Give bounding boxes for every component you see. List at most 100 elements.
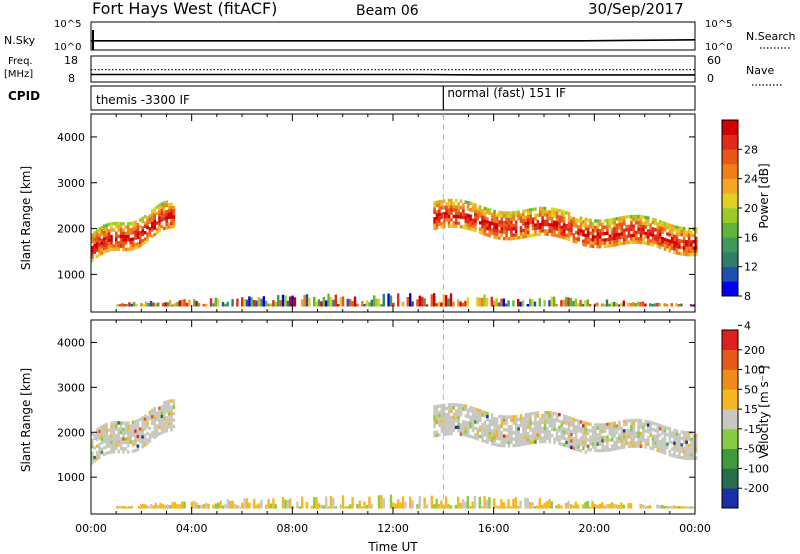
ground-scatter-cell (675, 506, 678, 509)
echo-cell (507, 425, 511, 429)
echo-cell (615, 427, 619, 431)
echo-cell (678, 242, 681, 246)
ground-scatter-cell (562, 299, 565, 307)
colorbar-tick-label: 8 (744, 290, 751, 303)
echo-cell (630, 240, 633, 244)
echo-cell (514, 443, 518, 447)
echo-cell (678, 442, 681, 447)
echo-cell (538, 420, 542, 424)
echo-cell (124, 231, 128, 236)
echo-cell (117, 234, 120, 238)
ground-scatter-cell (358, 500, 361, 509)
echo-cell (538, 423, 542, 428)
colorbar-segment (722, 178, 738, 194)
echo-cell (668, 452, 672, 457)
echo-cell (165, 216, 168, 220)
echo-cell (622, 442, 626, 446)
ground-scatter-cell (149, 301, 153, 307)
echo-cell (510, 431, 513, 435)
ground-scatter-cell (435, 498, 438, 509)
echo-cell (117, 437, 120, 441)
ground-scatter-cell (118, 304, 121, 307)
echo-cell (663, 438, 667, 442)
ground-scatter-cell (363, 501, 366, 509)
echo-cell (163, 413, 166, 418)
echo-cell (127, 231, 130, 236)
echo-cell (637, 214, 640, 219)
echo-cell (589, 429, 592, 433)
echo-cell (613, 240, 616, 244)
echo-cell (488, 418, 492, 423)
echo-cell (512, 211, 516, 215)
echo-cell (572, 440, 576, 444)
echo-cell (172, 221, 176, 226)
echo-cell (124, 247, 128, 252)
echo-cell (651, 227, 655, 231)
echo-cell (438, 423, 441, 427)
colorbar-segment (722, 369, 738, 390)
echo-cell (502, 227, 506, 231)
echo-cell (651, 233, 655, 237)
echo-cell (543, 232, 547, 236)
ground-scatter-cell (620, 303, 623, 307)
echo-cell (488, 234, 492, 238)
ground-scatter-cell (205, 502, 208, 509)
echo-cell (165, 419, 168, 423)
echo-cell (536, 219, 540, 224)
echo-cell (512, 418, 516, 422)
echo-cell (562, 417, 566, 422)
echo-cell (505, 221, 508, 225)
echo-cell (483, 213, 487, 217)
echo-cell (447, 419, 451, 423)
echo-cell (483, 229, 487, 233)
echo-cell (119, 430, 123, 435)
echo-cell (466, 217, 470, 221)
echo-cell (565, 224, 568, 228)
echo-cell (685, 246, 688, 250)
echo-cell (673, 247, 676, 251)
echo-cell (606, 225, 609, 229)
echo-cell (519, 439, 523, 444)
echo-cell (486, 233, 489, 237)
echo-cell (495, 216, 499, 221)
echo-cell (656, 423, 660, 427)
echo-cell (649, 427, 652, 431)
ground-scatter-cell (157, 302, 160, 307)
echo-cell (167, 215, 171, 220)
echo-cell (100, 447, 104, 451)
echo-cell (454, 403, 458, 407)
echo-cell (548, 411, 552, 415)
echo-cell (687, 240, 691, 244)
echo-cell (486, 431, 489, 435)
echo-cell (510, 230, 513, 234)
echo-cell (100, 434, 104, 439)
echo-cell (656, 448, 660, 453)
echo-cell (639, 441, 643, 445)
echo-cell (567, 218, 571, 222)
ground-scatter-cell (656, 302, 659, 307)
echo-cell (119, 446, 123, 451)
echo-cell (546, 219, 549, 224)
echo-cell (124, 421, 128, 425)
echo-cell (603, 429, 607, 433)
echo-cell (445, 406, 448, 410)
echo-cell (495, 417, 499, 421)
echo-cell (447, 416, 451, 420)
echo-cell (481, 225, 484, 229)
echo-cell (632, 434, 636, 439)
echo-cell (517, 213, 520, 217)
echo-cell (115, 443, 118, 447)
echo-cell (610, 444, 614, 448)
ground-scatter-cell (425, 304, 429, 307)
echo-cell (663, 228, 667, 232)
echo-cell (167, 409, 171, 413)
power-ylabel: Slant Range [km] (19, 166, 33, 270)
echo-cell (155, 414, 159, 418)
echo-cell (546, 229, 549, 233)
echo-cell (687, 227, 691, 231)
echo-cell (112, 446, 116, 451)
echo-cell (466, 201, 470, 205)
echo-cell (151, 431, 154, 435)
ground-scatter-cell (663, 303, 666, 307)
echo-cell (160, 414, 164, 419)
